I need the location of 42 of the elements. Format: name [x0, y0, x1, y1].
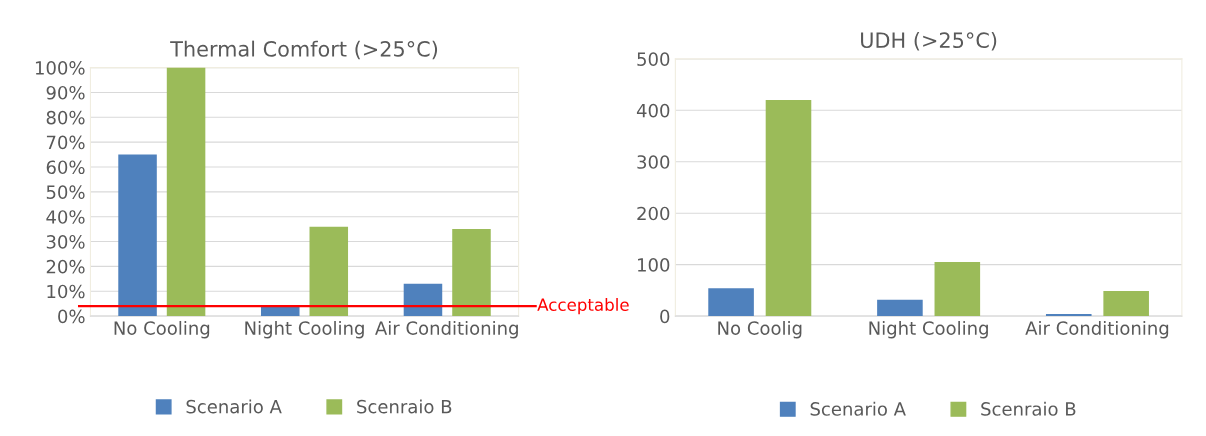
y-tick-label: 90%	[46, 85, 85, 100]
y-tick-label: 80%	[46, 110, 85, 125]
y-tick-label: 100%	[35, 61, 85, 75]
legend-label: Scenario A	[810, 401, 906, 416]
x-tick-label: Air Conditioning	[375, 320, 518, 339]
y-tick-label: 0	[660, 309, 670, 324]
y-tick-label: 0%	[58, 309, 85, 324]
legend-label: Scenario A	[186, 399, 282, 414]
bar	[166, 67, 206, 317]
bar	[260, 306, 300, 317]
bar	[452, 229, 491, 317]
legend-label: Scenraio B	[357, 399, 452, 414]
y-tick-label: 30%	[46, 235, 85, 249]
x-tick-label: No Coolig	[718, 320, 802, 339]
legend-label: Scenraio B	[981, 401, 1076, 416]
bar	[403, 283, 443, 317]
x-tick-label: Air Conditioning	[1025, 320, 1169, 339]
chart-title: UDH (>25°C)	[861, 31, 997, 51]
y-tick-label: 40%	[46, 210, 85, 224]
bar	[934, 262, 981, 317]
bar	[765, 100, 812, 317]
bar	[309, 226, 349, 317]
bar	[708, 288, 754, 317]
y-tick-label: 10%	[47, 284, 85, 299]
y-tick-label: 20%	[46, 259, 85, 274]
y-tick-label: 50%	[46, 185, 85, 199]
bar	[118, 154, 157, 317]
y-tick-label: 100	[638, 258, 670, 272]
y-tick-label: 400	[636, 103, 670, 118]
y-tick-label: 70%	[46, 135, 85, 150]
x-tick-label: Night Cooling	[869, 320, 988, 339]
y-tick-label: 300	[637, 155, 670, 169]
chart-title: Thermal Comfort (>25°C)	[170, 40, 438, 60]
y-tick-label: 60%	[46, 160, 85, 175]
bar	[1045, 314, 1092, 317]
x-tick-label: Night Cooling	[245, 320, 364, 339]
x-tick-label: No Cooling	[114, 320, 210, 339]
bar	[877, 299, 923, 317]
ref-line-label: Acceptable	[537, 298, 629, 315]
y-tick-label: 500	[637, 52, 670, 66]
bar	[1103, 290, 1149, 317]
y-tick-label: 200	[637, 206, 670, 221]
